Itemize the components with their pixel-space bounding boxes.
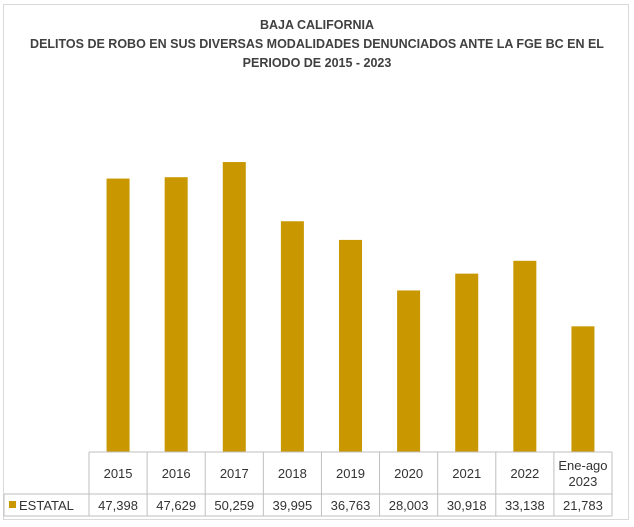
- data-label-8: 21,783: [563, 498, 603, 513]
- data-label-5: 28,003: [389, 498, 429, 513]
- data-label-6: 30,918: [447, 498, 487, 513]
- data-label-7: 33,138: [505, 498, 545, 513]
- bar-0: [106, 178, 130, 453]
- bar-8: [571, 326, 595, 452]
- bar-5: [397, 290, 421, 452]
- x-tick-label-0: 2015: [104, 466, 133, 481]
- bar-7: [513, 260, 537, 452]
- x-tick-label-8-line-0: Ene-ago: [558, 458, 607, 473]
- data-label-3: 39,995: [273, 498, 313, 513]
- x-tick-label-3: 2018: [278, 466, 307, 481]
- x-tick-label-4: 2019: [336, 466, 365, 481]
- data-label-4: 36,763: [331, 498, 371, 513]
- x-tick-label-5: 2020: [394, 466, 423, 481]
- legend-key: [9, 501, 16, 508]
- bar-1: [164, 177, 188, 453]
- chart-subtitle-line-1: DELITOS DE ROBO EN SUS DIVERSAS MODALIDA…: [30, 37, 604, 51]
- chart-frame: [3, 4, 629, 520]
- bar-6: [455, 273, 479, 452]
- data-label-2: 50,259: [214, 498, 254, 513]
- x-tick-label-2: 2017: [220, 466, 249, 481]
- x-tick-label-1: 2016: [162, 466, 191, 481]
- chart-titles: BAJA CALIFORNIA DELITOS DE ROBO EN SUS D…: [0, 16, 634, 73]
- x-tick-label-6: 2021: [452, 466, 481, 481]
- chart-title: BAJA CALIFORNIA: [259, 18, 375, 32]
- legend-label: ESTATAL: [19, 498, 74, 513]
- data-label-1: 47,629: [156, 498, 196, 513]
- chart-subtitle-line-2: PERIODO DE 2015 - 2023: [242, 56, 392, 70]
- bar-2: [222, 162, 246, 452]
- x-tick-label-8-line-1: 2023: [568, 474, 597, 489]
- x-tick-label-7: 2022: [510, 466, 539, 481]
- data-label-0: 47,398: [98, 498, 138, 513]
- bar-4: [339, 239, 362, 452]
- bar-3: [280, 221, 304, 452]
